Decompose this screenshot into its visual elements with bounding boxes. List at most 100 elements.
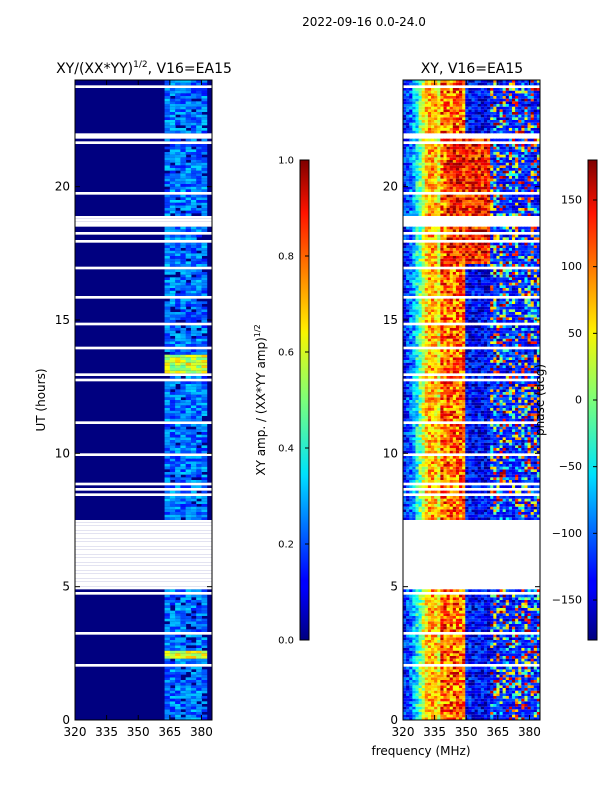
right-heatmap-cell	[483, 709, 488, 712]
left-heatmap-cell	[185, 184, 192, 187]
left-heatmap-cell	[185, 301, 192, 304]
right-heatmap-cell	[465, 600, 469, 603]
right-heatmap-cell	[434, 656, 438, 659]
right-heatmap-cell	[406, 434, 410, 438]
right-heatmap-cell	[527, 602, 532, 606]
right-heatmap-cell	[496, 608, 501, 611]
left-heatmap-cell	[190, 624, 197, 627]
right-heatmap-cell	[524, 474, 529, 478]
right-heatmap-cell	[530, 653, 535, 656]
right-heatmap-cell	[415, 437, 420, 440]
right-heatmap-cell	[427, 621, 432, 624]
left-heatmap-cell	[164, 88, 171, 91]
right-heatmap-cell	[440, 480, 444, 483]
right-heatmap-cell	[403, 517, 407, 520]
right-heatmap-cell	[483, 690, 488, 694]
right-heatmap-cell	[524, 666, 529, 670]
right-heatmap-cell	[477, 426, 482, 430]
right-heatmap-cell	[536, 509, 540, 512]
left-heatmap-cell	[180, 352, 187, 355]
left-heatmap-cell	[175, 506, 181, 510]
right-heatmap-cell	[443, 434, 448, 438]
right-heatmap-cell	[446, 709, 451, 712]
right-heatmap-cell	[508, 610, 513, 614]
right-heatmap-cell	[499, 450, 504, 454]
right-heatmap-cell	[449, 426, 454, 430]
right-heatmap-cell	[440, 642, 444, 646]
left-heatmap-cell	[164, 128, 171, 131]
right-heatmap-cell	[434, 469, 438, 472]
right-heatmap-cell	[446, 674, 451, 678]
right-heatmap-cell	[455, 712, 460, 715]
left-heatmap-cell	[164, 466, 171, 470]
right-heatmap-cell	[518, 637, 522, 640]
right-heatmap-cell	[521, 637, 525, 640]
right-heatmap-cell	[487, 504, 491, 507]
right-heatmap-cell	[468, 680, 472, 683]
right-heatmap-cell	[437, 456, 441, 459]
right-heatmap-cell	[452, 517, 457, 520]
left-heatmap-cell	[196, 210, 202, 214]
right-heatmap-cell	[496, 418, 501, 422]
right-heatmap-cell	[505, 474, 510, 478]
right-heatmap-cell	[499, 712, 504, 715]
left-heatmap-cell	[169, 338, 176, 342]
left-heatmap-cell	[190, 666, 197, 670]
right-heatmap-cell	[474, 485, 479, 488]
right-heatmap-cell	[518, 498, 522, 502]
right-heatmap-cell	[499, 461, 504, 464]
right-heatmap-cell	[412, 690, 416, 694]
right-heatmap-cell	[483, 661, 488, 664]
right-heatmap-cell	[403, 624, 407, 627]
right-heatmap-cell	[521, 434, 525, 438]
left-heatmap-cell	[190, 197, 197, 200]
right-heatmap-cell	[530, 706, 535, 710]
right-heatmap-cell	[446, 464, 451, 467]
right-heatmap-cell	[477, 450, 482, 454]
left-heatmap-cell	[201, 178, 208, 182]
right-heatmap-cell	[493, 461, 497, 464]
right-heatmap-cell	[477, 714, 482, 718]
left-heatmap-cell	[180, 298, 187, 302]
right-heatmap-cell	[515, 424, 519, 427]
left-heatmap-cell	[169, 290, 176, 294]
left-heatmap-cell	[185, 464, 192, 467]
left-heatmap-cell	[185, 608, 192, 611]
right-heatmap-cell	[527, 677, 532, 680]
left-heatmap-cell	[201, 602, 208, 606]
right-heatmap-cell	[412, 480, 416, 483]
left-heatmap-cell	[175, 712, 181, 715]
left-heatmap-cell	[169, 154, 176, 158]
right-heatmap-cell	[403, 706, 407, 710]
right-heatmap-cell	[431, 629, 435, 632]
right-heatmap-cell	[493, 672, 497, 675]
right-heatmap-cell	[471, 600, 476, 603]
right-heatmap-cell	[437, 600, 441, 603]
right-heatmap-cell	[452, 680, 457, 683]
left-heatmap-cell	[190, 698, 197, 702]
right-heatmap-cell	[459, 485, 463, 488]
right-heatmap-cell	[468, 717, 472, 720]
left-heatmap-cell	[185, 440, 192, 443]
right-heatmap-cell	[431, 418, 435, 422]
right-heatmap-cell	[483, 672, 488, 675]
right-heatmap-cell	[452, 701, 457, 704]
right-heatmap-cell	[437, 645, 441, 648]
right-heatmap-cell	[515, 605, 519, 608]
right-heatmap-cell	[499, 456, 504, 459]
right-heatmap-cell	[480, 677, 485, 680]
right-heatmap-cell	[477, 618, 482, 622]
left-heatmap-cell	[185, 389, 192, 392]
right-heatmap-cell	[406, 629, 410, 632]
right-heatmap-cell	[409, 666, 413, 670]
right-heatmap-cell	[421, 714, 426, 718]
right-heatmap-cell	[421, 448, 426, 451]
left-heatmap-cell	[180, 600, 187, 603]
right-heatmap-cell	[406, 474, 410, 478]
right-heatmap-cell	[443, 640, 448, 643]
right-heatmap-cell	[480, 485, 485, 488]
right-heatmap-cell	[511, 618, 516, 622]
right-heatmap-cell	[527, 517, 532, 520]
right-heatmap-cell	[515, 477, 519, 480]
left-heatmap-cell	[185, 434, 192, 438]
